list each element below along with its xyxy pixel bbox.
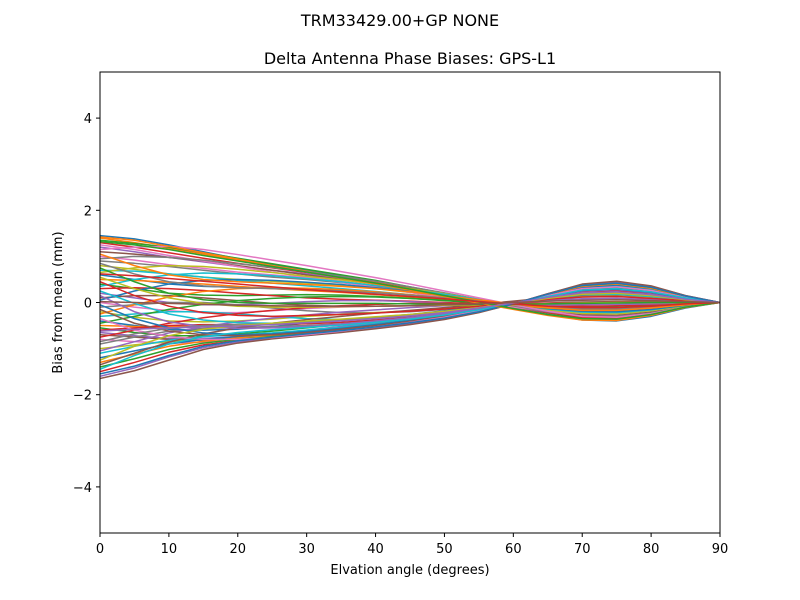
series-line-66 [100,298,720,307]
x-tick-label: 10 [161,542,178,557]
x-axis: 0 10 20 30 40 50 60 70 80 90 [96,533,728,557]
series-line-54 [100,281,720,318]
series-line-59 [100,292,720,361]
x-tick-label: 60 [505,542,522,557]
series-line-36 [100,280,720,380]
x-tick-label: 80 [643,542,660,557]
series-line-62 [100,236,720,322]
series-line-48 [100,262,720,310]
series-line-65 [100,291,720,332]
series-line-64 [100,273,720,309]
y-axis: −4 −2 0 2 4 [73,112,100,496]
y-tick-label: −2 [73,389,92,404]
x-tick-label: 50 [436,542,453,557]
x-tick-label: 90 [712,542,729,557]
y-tick-label: 2 [84,204,92,219]
x-tick-label: 20 [230,542,247,557]
x-tick-label: 0 [96,542,104,557]
y-tick-label: 0 [84,297,92,312]
series-line-53 [100,267,720,306]
chart-suptitle: TRM33429.00+GP NONE [300,11,499,30]
chart-title: Delta Antenna Phase Biases: GPS-L1 [264,49,556,68]
x-tick-label: 40 [367,542,384,557]
x-tick-label: 30 [298,542,315,557]
x-tick-label: 70 [574,542,591,557]
x-axis-label: Elvation angle (degrees) [330,563,489,578]
y-tick-label: 4 [84,112,92,127]
y-tick-label: −4 [73,481,92,496]
y-axis-label: Bias from mean (mm) [51,231,66,373]
series-line-63 [100,240,720,320]
series-line-52 [100,253,720,312]
series-layer [100,234,720,380]
series-line-47 [100,245,720,318]
series-line-60 [100,287,720,371]
series-line-61 [100,282,720,375]
